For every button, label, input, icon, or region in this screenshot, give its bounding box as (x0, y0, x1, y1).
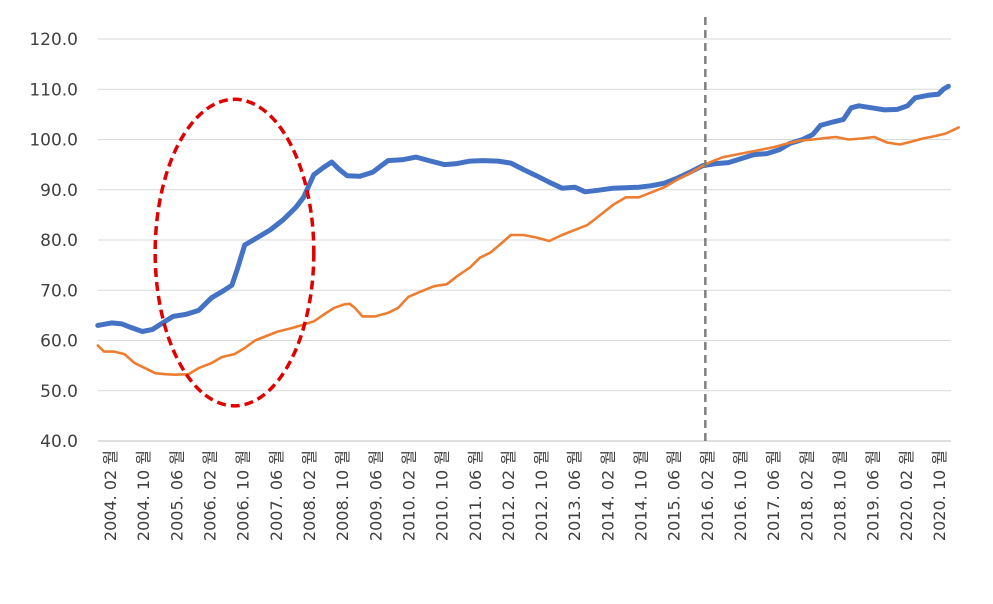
x-tick-label: 2020. 02 월 (897, 450, 916, 541)
series-line (95, 83, 951, 334)
x-tick-label: 2017. 06 월 (764, 450, 783, 541)
annotations (153, 17, 707, 441)
y-tick-label: 70.0 (40, 281, 78, 301)
x-tick-label: 2020. 10 월 (930, 450, 949, 541)
series-2 (96, 126, 960, 376)
x-tick-label: 2009. 06 월 (366, 450, 385, 541)
y-tick-label: 90.0 (40, 181, 78, 201)
y-tick-label: 80.0 (40, 231, 78, 251)
x-tick-label: 2004. 02 월 (101, 450, 120, 541)
y-tick-label: 110.0 (29, 80, 78, 100)
series-1 (95, 83, 951, 334)
y-tick-label: 40.0 (40, 432, 78, 452)
highlight-ellipse (153, 97, 316, 408)
x-tick-label: 2008. 02 월 (300, 450, 319, 541)
y-tick-label: 100.0 (29, 131, 78, 151)
x-tick-label: 2013. 06 월 (565, 450, 584, 541)
x-tick-label: 2004. 10 월 (134, 450, 153, 541)
x-axis: 2004. 02 월 2004. 10 월 2005. 06 월 2006. 02 월… (101, 450, 949, 541)
x-tick-label: 2018. 10 월 (831, 450, 850, 541)
y-tick-label: 60.0 (40, 332, 78, 352)
x-tick-label: 2005. 06 월 (167, 450, 186, 541)
x-tick-label: 2014. 10 월 (632, 450, 651, 541)
x-tick-label: 2014. 02 월 (598, 450, 617, 541)
y-tick-label: 50.0 (40, 382, 78, 402)
x-tick-label: 2016. 10 월 (731, 450, 750, 541)
gridlines (98, 38, 951, 442)
x-tick-label: 2008. 10 월 (333, 450, 352, 541)
x-tick-label: 2007. 06 월 (267, 450, 286, 541)
y-axis: 120.0 110.0 100.0 90.0 80.0 70.0 60.0 50.0 40.0 (29, 30, 78, 452)
series-line (96, 126, 960, 376)
x-tick-label: 2018. 02 월 (797, 450, 816, 541)
series-group (95, 83, 960, 376)
x-tick-label: 2012. 02 월 (499, 450, 518, 541)
x-tick-label: 2016. 02 월 (698, 450, 717, 541)
x-tick-label: 2010. 02 월 (399, 450, 418, 541)
x-tick-label: 2015. 06 월 (665, 450, 684, 541)
x-tick-label: 2012. 10 월 (532, 450, 551, 541)
x-tick-label: 2011. 06 월 (466, 450, 485, 541)
x-tick-label: 2006. 02 월 (200, 450, 219, 541)
x-tick-label: 2006. 10 월 (234, 450, 253, 541)
y-tick-label: 120.0 (29, 30, 78, 50)
x-tick-label: 2019. 06 월 (864, 450, 883, 541)
x-tick-label: 2010. 10 월 (433, 450, 452, 541)
